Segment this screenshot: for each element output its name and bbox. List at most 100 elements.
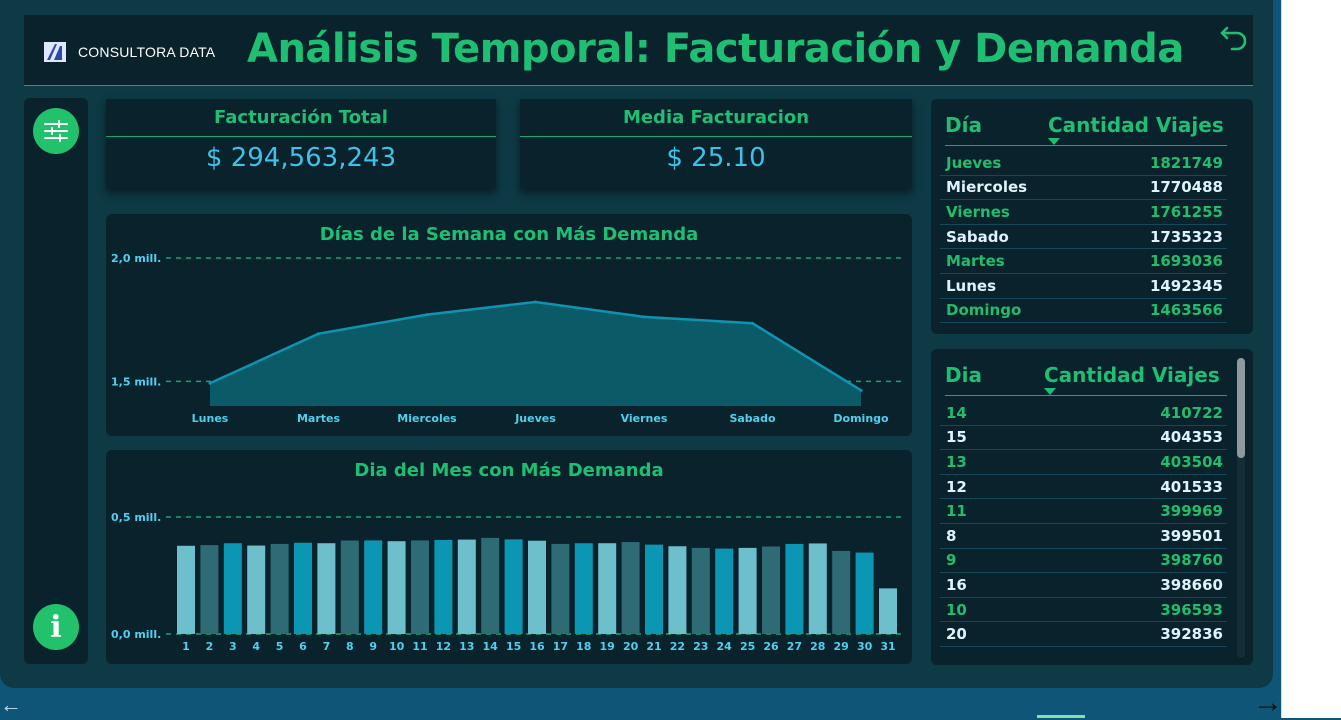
data-point: [751, 321, 754, 325]
table-row[interactable]: Martes 1693036: [940, 249, 1227, 274]
filters-pane-collapsed[interactable]: Filtros: [1281, 0, 1341, 718]
page-indicator: [1037, 715, 1085, 718]
table-row[interactable]: Sabado 1735323: [940, 225, 1227, 250]
undo-icon[interactable]: [1218, 20, 1250, 52]
page-navigation-bar: [0, 688, 1285, 718]
cell-cantidad: 1492345: [1149, 276, 1223, 295]
kpi-card-facturacion-total: Facturación Total $ 294,563,243: [106, 99, 496, 189]
x-tick-label: 3: [229, 640, 237, 653]
cell-dia: Martes: [946, 252, 1005, 271]
table-row[interactable]: Miercoles 1770488: [940, 176, 1227, 201]
table-row[interactable]: 12 401533: [940, 475, 1227, 500]
bar: [645, 544, 663, 634]
x-tick-label: 18: [576, 640, 591, 653]
cell-dia: 9: [946, 551, 957, 570]
bar: [879, 588, 897, 634]
cell-cantidad: 1770488: [1149, 178, 1223, 197]
cell-cantidad: 398660: [1160, 575, 1223, 594]
column-header-dia[interactable]: Día: [945, 113, 982, 137]
x-tick-label: 28: [810, 640, 825, 653]
x-tick-label: 17: [553, 640, 568, 653]
cell-cantidad: 410722: [1160, 403, 1223, 422]
table-row[interactable]: Jueves 1821749: [940, 151, 1227, 176]
bar: [247, 545, 266, 634]
cell-dia: Lunes: [946, 276, 997, 295]
sort-desc-icon[interactable]: [1044, 388, 1056, 395]
report-header: [24, 15, 1253, 86]
bar: [457, 539, 476, 634]
bar: [481, 537, 500, 634]
x-tick-label: 5: [276, 640, 284, 653]
table-scrollbar[interactable]: [1237, 358, 1245, 658]
scrollbar-thumb[interactable]: [1237, 358, 1245, 458]
x-tick-label: 25: [740, 640, 755, 653]
bar: [317, 543, 336, 634]
x-tick-label: 27: [787, 640, 802, 653]
x-tick-label: Lunes: [192, 412, 229, 425]
column-header-dia[interactable]: Dia: [945, 363, 982, 387]
column-header-cantidad[interactable]: Cantidad Viajes: [1048, 113, 1224, 137]
x-tick-label: 31: [880, 640, 895, 653]
next-page-arrow[interactable]: →: [1253, 686, 1283, 719]
table-row[interactable]: 14 410722: [940, 401, 1227, 426]
data-point: [534, 300, 537, 304]
table-row[interactable]: 15 404353: [940, 426, 1227, 451]
bar: [574, 543, 593, 634]
cell-dia: Sabado: [946, 227, 1009, 246]
info-button[interactable]: i: [33, 604, 79, 650]
x-tick-label: 23: [693, 640, 708, 653]
sort-desc-icon[interactable]: [1048, 138, 1060, 145]
weekday-trips-table: Día Cantidad Viajes Jueves 1821749 Miercol…: [931, 99, 1253, 334]
cell-dia: Domingo: [946, 301, 1022, 320]
table-row[interactable]: 9 398760: [940, 549, 1227, 574]
bar: [504, 539, 523, 634]
table-row[interactable]: 11 399969: [940, 499, 1227, 524]
bar: [528, 540, 546, 634]
table-row[interactable]: 8 399501: [940, 524, 1227, 549]
table-row[interactable]: 16 398660: [940, 573, 1227, 598]
x-tick-label: 7: [323, 640, 331, 653]
weekday-demand-chart[interactable]: Días de la Semana con Más Demanda 2,0 mi…: [106, 214, 912, 436]
bar: [270, 543, 289, 634]
monthday-bar-plot: 0,5 mill.0,0 mill.1 2 3 4 5 6 7 8 9 10 11 12 13 14 15 1…: [111, 511, 906, 653]
column-header-cantidad[interactable]: Cantidad Viajes: [1044, 363, 1220, 387]
table-row[interactable]: 10 396593: [940, 598, 1227, 623]
x-tick-label: 10: [389, 640, 405, 653]
cell-cantidad: 398760: [1160, 551, 1223, 570]
cell-cantidad: 399969: [1160, 502, 1223, 521]
x-tick-label: 30: [857, 640, 873, 653]
x-tick-label: Jueves: [514, 412, 556, 425]
table-row[interactable]: Domingo 1463566: [940, 299, 1227, 324]
table-body: Jueves 1821749 Miercoles 1770488 Viernes 1761…: [940, 151, 1227, 324]
kpi-divider: [106, 136, 496, 137]
x-tick-label: Miercoles: [397, 412, 457, 425]
data-point: [859, 388, 863, 392]
cell-dia: Miercoles: [946, 178, 1028, 197]
filter-button[interactable]: [33, 108, 79, 154]
prev-page-arrow[interactable]: ←: [0, 692, 22, 717]
x-tick-label: Viernes: [621, 412, 668, 425]
table-row[interactable]: 13 403504: [940, 450, 1227, 475]
bar: [691, 547, 710, 634]
bar: [177, 545, 195, 634]
cell-dia: 13: [946, 452, 967, 471]
area-fill: [210, 301, 861, 406]
bar: [200, 545, 219, 634]
monthday-demand-chart[interactable]: Dia del Mes con Más Demanda 0,5 mill. 0,0…: [106, 450, 912, 664]
table-row[interactable]: 20 392836: [940, 622, 1227, 647]
bar: [434, 540, 453, 634]
x-tick-label: 22: [670, 640, 685, 653]
cell-cantidad: 404353: [1160, 428, 1223, 447]
x-tick-label: 26: [763, 640, 779, 653]
bar: [387, 541, 406, 634]
table-row[interactable]: Lunes 1492345: [940, 274, 1227, 299]
cell-dia: 15: [946, 428, 967, 447]
x-tick-label: 4: [252, 640, 260, 653]
table-body: 14 410722 15 404353 13 403504 12 401533 11 399969…: [940, 401, 1227, 647]
cell-cantidad: 1693036: [1149, 252, 1223, 271]
cell-cantidad: 1821749: [1149, 153, 1223, 172]
kpi-label: Facturación Total: [214, 107, 388, 128]
table-row[interactable]: Viernes 1761255: [940, 200, 1227, 225]
x-tick-label: Martes: [297, 412, 341, 425]
report-canvas: CONSULTORA DATA Análisis Temporal: Factu…: [0, 0, 1273, 688]
